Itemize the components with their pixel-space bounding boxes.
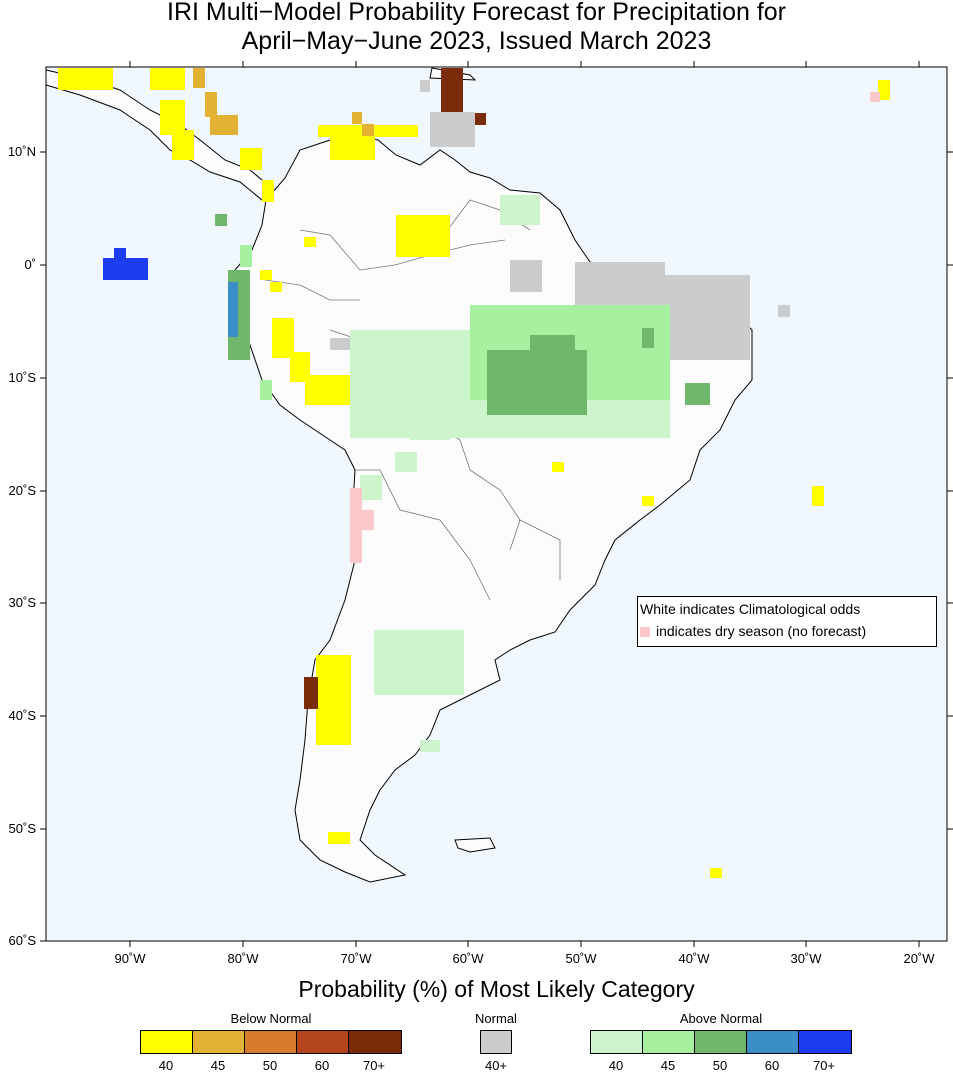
lat-label-20s: 20˚S bbox=[8, 483, 36, 498]
below-label-70: 70+ bbox=[362, 1058, 386, 1073]
dry-season-swatch bbox=[640, 627, 650, 638]
lon-label-80w: 80˚W bbox=[227, 951, 259, 966]
dry-season-note: indicates dry season (no forecast) bbox=[656, 623, 867, 639]
climatological-odds-note: White indicates Climatological odds bbox=[640, 601, 861, 617]
swatch-below-45 bbox=[192, 1030, 245, 1054]
swatch-below-50 bbox=[244, 1030, 297, 1054]
country-borders bbox=[264, 199, 561, 601]
lon-label-70w: 70˚W bbox=[340, 951, 372, 966]
lon-label-40w: 40˚W bbox=[678, 951, 710, 966]
above-normal-label: Above Normal bbox=[679, 1011, 763, 1026]
lon-label-20w: 20˚W bbox=[903, 951, 935, 966]
lat-label-60s: 60˚S bbox=[8, 933, 36, 948]
lon-label-50w: 50˚W bbox=[565, 951, 597, 966]
swatch-below-70 bbox=[348, 1030, 402, 1054]
lon-label-60w: 60˚W bbox=[452, 951, 484, 966]
below-normal-label: Below Normal bbox=[230, 1011, 312, 1026]
lon-label-30w: 30˚W bbox=[790, 951, 822, 966]
map-title-line2: April−May−June 2023, Issued March 2023 bbox=[241, 27, 712, 55]
above-label-70: 70+ bbox=[812, 1058, 836, 1073]
forecast-cells bbox=[58, 68, 890, 878]
below-label-45: 45 bbox=[210, 1058, 226, 1073]
below-label-50: 50 bbox=[262, 1058, 278, 1073]
swatch-above-45 bbox=[642, 1030, 695, 1054]
lat-label-0: 0˚ bbox=[24, 257, 36, 272]
swatch-below-40 bbox=[140, 1030, 193, 1054]
swatch-above-40 bbox=[590, 1030, 643, 1054]
normal-label-40: 40+ bbox=[484, 1058, 508, 1073]
lat-label-50s: 50˚S bbox=[8, 821, 36, 836]
below-label-40: 40 bbox=[158, 1058, 174, 1073]
swatch-above-60 bbox=[746, 1030, 799, 1054]
above-label-50: 50 bbox=[712, 1058, 728, 1073]
falkland-islands bbox=[454, 837, 496, 853]
lat-label-10n: 10˚N bbox=[7, 144, 36, 159]
lon-label-90w: 90˚W bbox=[114, 951, 146, 966]
map-title-line1: IRI Multi−Model Probability Forecast for… bbox=[167, 0, 786, 26]
above-label-45: 45 bbox=[660, 1058, 676, 1073]
normal-label: Normal bbox=[475, 1011, 517, 1026]
map-note-box: White indicates Climatological odds indi… bbox=[637, 596, 937, 647]
below-label-60: 60 bbox=[314, 1058, 330, 1073]
lat-label-10s: 10˚S bbox=[8, 370, 36, 385]
swatch-normal-40 bbox=[480, 1030, 512, 1054]
above-label-40: 40 bbox=[608, 1058, 624, 1073]
lat-label-40s: 40˚S bbox=[8, 708, 36, 723]
swatch-below-60 bbox=[296, 1030, 349, 1054]
legend-title: Probability (%) of Most Likely Category bbox=[298, 976, 695, 1002]
axis-ticks bbox=[40, 61, 953, 947]
swatch-above-50 bbox=[694, 1030, 747, 1054]
swatch-above-70 bbox=[798, 1030, 852, 1054]
above-label-60: 60 bbox=[764, 1058, 780, 1073]
lat-label-30s: 30˚S bbox=[8, 595, 36, 610]
